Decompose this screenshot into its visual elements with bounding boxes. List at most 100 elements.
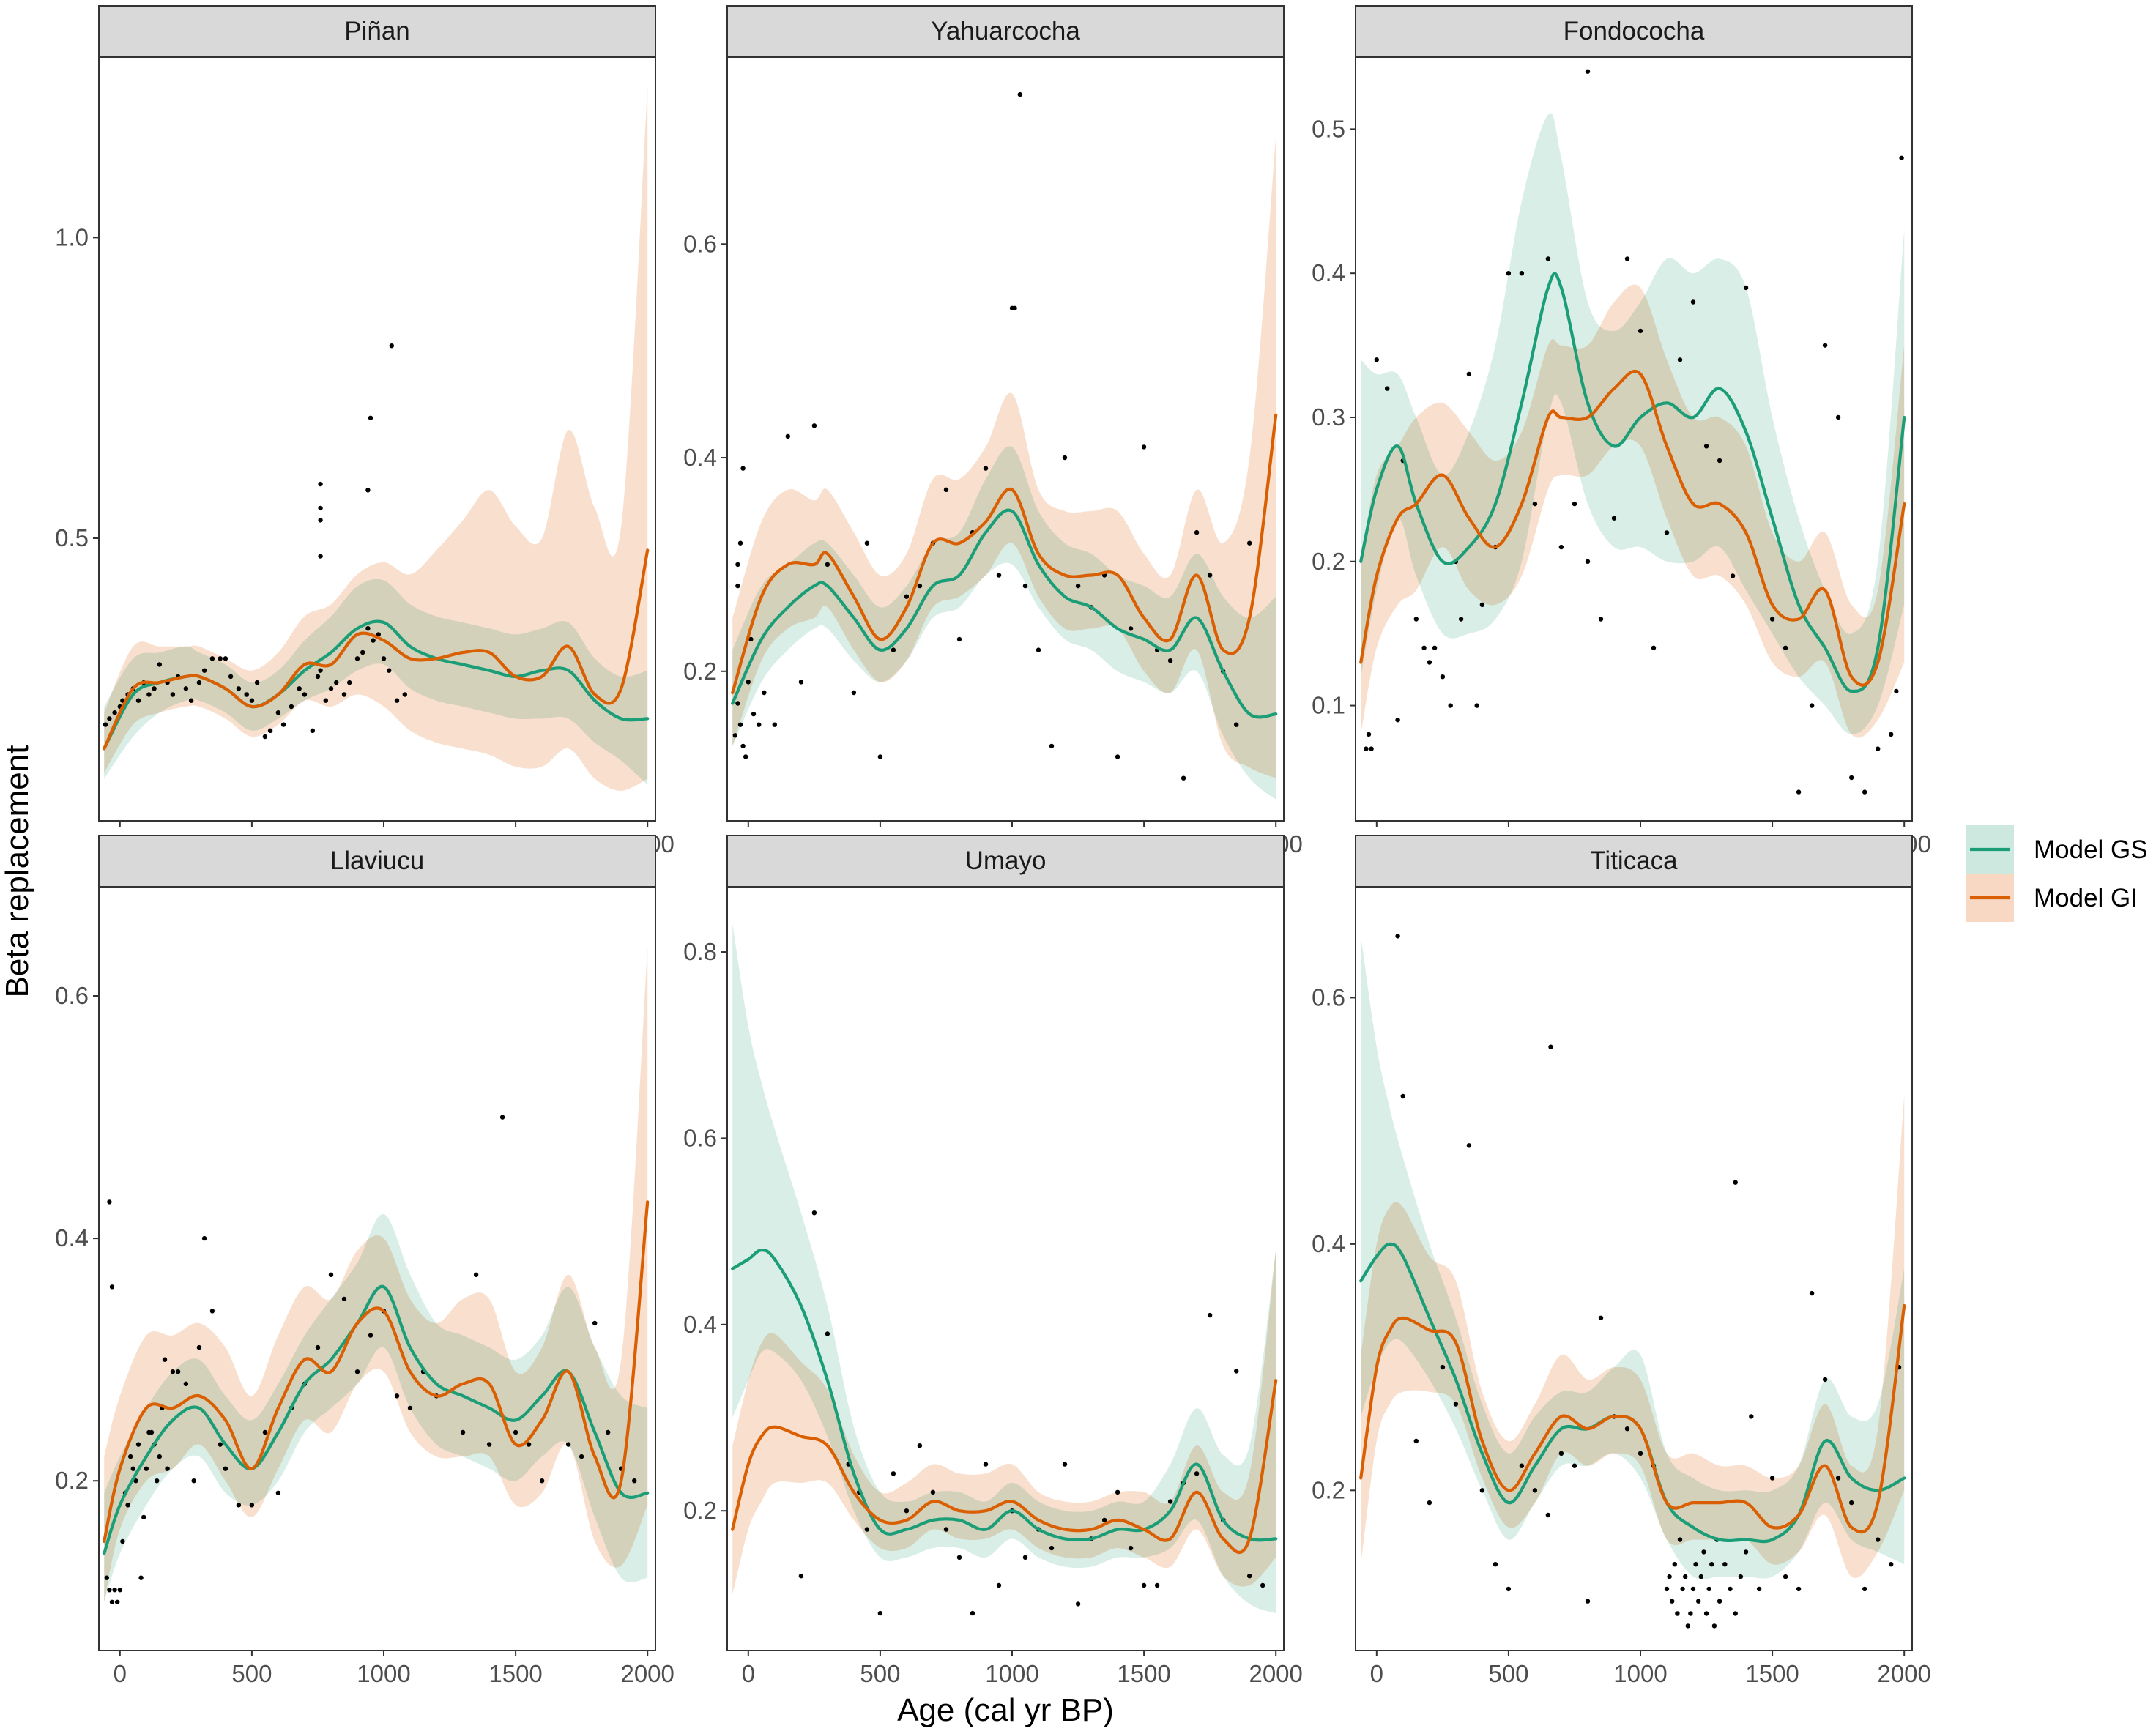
data-point [1728, 1586, 1733, 1592]
data-point [183, 1381, 189, 1387]
data-point [1247, 1574, 1252, 1579]
data-point [223, 656, 228, 661]
line-model-gs [731, 1249, 1278, 1542]
data-point [486, 1442, 492, 1447]
data-point [1672, 1562, 1677, 1567]
data-point [1624, 256, 1630, 261]
data-point [1769, 617, 1775, 622]
plot-content [1359, 69, 1906, 795]
data-point [825, 562, 830, 568]
data-point [1717, 458, 1722, 464]
data-point [1558, 544, 1564, 550]
data-point [334, 680, 339, 685]
line-model-gi [103, 1200, 650, 1544]
data-point [112, 710, 117, 715]
data-point [323, 698, 328, 703]
data-point [1548, 1044, 1553, 1049]
data-point [1247, 540, 1252, 546]
data-point [1796, 1586, 1802, 1592]
data-point [318, 554, 323, 559]
data-point [1432, 645, 1438, 650]
data-point [1717, 1599, 1722, 1604]
data-point [1667, 1574, 1672, 1579]
data-point [254, 680, 260, 685]
data-point [196, 1344, 202, 1350]
data-point [387, 668, 392, 673]
data-point [877, 1610, 883, 1616]
data-point [1796, 789, 1802, 795]
data-point [1479, 602, 1485, 607]
data-point [1688, 1611, 1693, 1616]
data-point [473, 1272, 479, 1278]
data-point [1598, 1315, 1604, 1321]
data-point [1260, 1582, 1265, 1588]
data-point [740, 466, 746, 471]
data-point [1889, 732, 1894, 737]
plot-content [103, 87, 650, 791]
data-point [1022, 583, 1028, 589]
panel-2: Fondocochа0.10.20.30.40.5050010001500200… [1312, 5, 1931, 857]
y-tick-label: 0.8 [683, 938, 717, 965]
data-point [107, 1588, 112, 1593]
data-point [209, 656, 215, 661]
data-point [1194, 529, 1200, 535]
data-point [735, 583, 740, 589]
data-point [943, 1527, 949, 1532]
data-point [138, 1575, 144, 1580]
data-point [1075, 1601, 1081, 1607]
data-point [354, 1369, 360, 1374]
data-point [606, 1429, 611, 1435]
panel-title: Fondocochа [1564, 17, 1705, 45]
line-model-gs [1359, 272, 1906, 693]
data-point [318, 668, 323, 673]
data-point [743, 754, 748, 759]
legend-label: Model GS [2034, 836, 2148, 864]
data-point [149, 1429, 155, 1435]
data-point [1427, 1500, 1432, 1506]
data-point [144, 1466, 149, 1471]
data-point [1638, 1451, 1643, 1456]
panel-border [1355, 886, 1913, 1651]
data-point [1519, 1463, 1525, 1468]
data-point [109, 1599, 115, 1604]
data-point [798, 1574, 804, 1579]
data-point [757, 722, 762, 727]
x-tick-label: 2000 [1877, 1660, 1930, 1687]
data-point [798, 680, 804, 685]
data-point [218, 1442, 223, 1447]
panel-strip [1355, 5, 1913, 58]
data-point [1624, 1426, 1630, 1432]
data-point [1685, 1623, 1690, 1629]
x-tick-label: 1000 [1613, 1660, 1667, 1687]
data-point [103, 722, 108, 727]
legend-item-model-gs: Model GS [1966, 825, 2148, 874]
data-point [1234, 1369, 1239, 1374]
line-model-gi [103, 548, 650, 751]
data-point [996, 1582, 1002, 1588]
data-point [1730, 573, 1736, 578]
data-point [130, 1466, 135, 1471]
data-point [917, 1443, 923, 1448]
data-point [1611, 516, 1617, 521]
data-point [107, 1199, 112, 1205]
data-point [1835, 1476, 1841, 1481]
data-point [109, 1284, 115, 1290]
y-tick-label: 1.0 [55, 223, 89, 250]
data-point [735, 701, 740, 706]
data-point [201, 1235, 207, 1241]
panel-border [98, 886, 656, 1651]
panel-border [726, 56, 1285, 822]
data-point [1849, 1500, 1854, 1506]
data-point [1822, 1377, 1828, 1383]
data-point [592, 1320, 598, 1326]
data-point [1709, 1562, 1714, 1567]
data-point [737, 722, 743, 727]
panel-strip [98, 5, 656, 58]
data-point [1585, 559, 1591, 564]
data-point [1366, 732, 1372, 737]
data-point [1733, 1611, 1738, 1616]
data-point [1532, 501, 1538, 507]
data-point [1783, 1574, 1788, 1579]
